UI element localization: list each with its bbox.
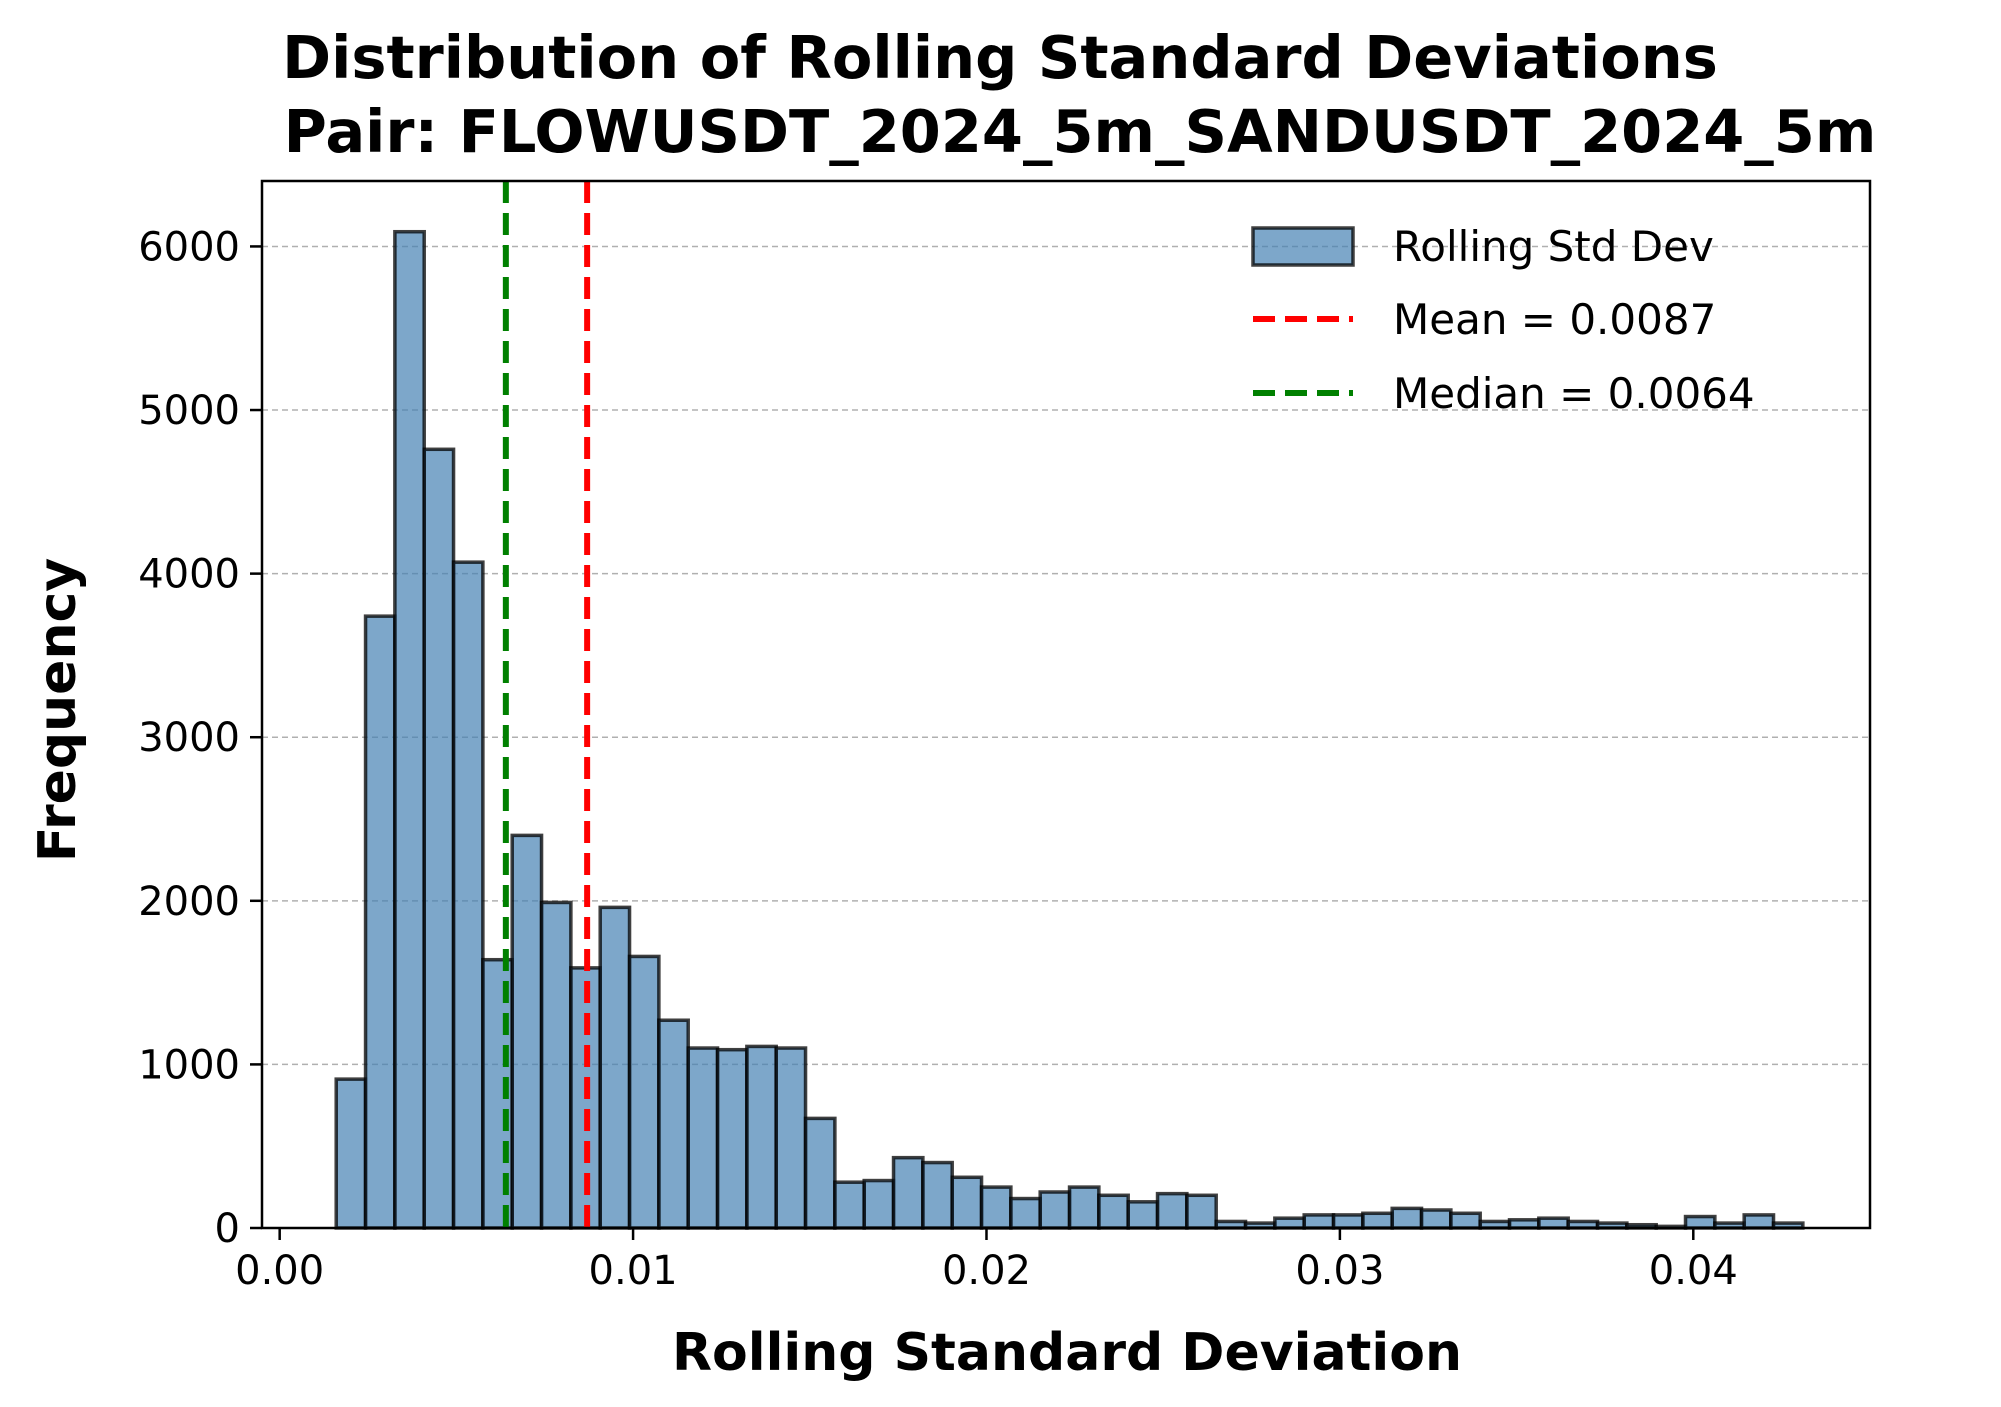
histogram-bar xyxy=(657,1018,690,1230)
histogram-bar xyxy=(745,1044,778,1230)
histogram-bar xyxy=(921,1160,954,1230)
legend-label-mean: Mean = 0.0087 xyxy=(1393,295,1716,344)
legend: Rolling Std Dev Mean = 0.0087 Median = 0… xyxy=(1251,222,1755,418)
histogram-bar xyxy=(1155,1191,1189,1230)
histogram-bar xyxy=(1449,1211,1482,1230)
chart-subtitle: Pair: FLOWUSDT_2024_5m_SANDUSDT_2024_5m xyxy=(284,97,1877,166)
histogram-bar xyxy=(1537,1216,1570,1230)
x-tick-label: 0.00 xyxy=(235,1248,324,1294)
histogram-bar xyxy=(1683,1214,1717,1230)
histogram-bar xyxy=(774,1046,808,1230)
y-tick-label: 2000 xyxy=(138,879,240,925)
histogram-bar xyxy=(862,1178,896,1230)
histogram-bar xyxy=(1742,1213,1776,1230)
histogram-bar xyxy=(1038,1190,1072,1230)
chart-title: Distribution of Rolling Standard Deviati… xyxy=(282,23,1718,92)
y-tick-label: 5000 xyxy=(138,388,240,434)
y-axis-ticks: 0 1000 2000 3000 4000 5000 6000 xyxy=(138,224,262,1252)
histogram-bar xyxy=(1067,1185,1101,1230)
histogram-bar xyxy=(627,954,661,1230)
y-tick-label: 1000 xyxy=(138,1042,240,1088)
histogram-bar xyxy=(1126,1200,1160,1230)
y-axis-label: Frequency xyxy=(28,558,88,862)
x-tick-label: 0.03 xyxy=(1295,1248,1384,1294)
x-tick-label: 0.02 xyxy=(942,1248,1031,1294)
histogram-bar xyxy=(715,1047,749,1230)
histogram-bar xyxy=(1419,1208,1453,1230)
histogram-bar xyxy=(1331,1213,1365,1230)
histogram-bar xyxy=(363,614,397,1230)
histogram-bar xyxy=(393,229,426,1230)
histogram-bar xyxy=(1302,1213,1336,1230)
histogram-bar xyxy=(334,1077,368,1230)
histogram-bar xyxy=(891,1155,925,1230)
histogram-bar xyxy=(451,560,485,1230)
y-tick-label: 3000 xyxy=(138,715,240,761)
y-tick-label: 4000 xyxy=(138,552,240,598)
histogram-bar xyxy=(598,905,632,1230)
legend-swatch-rolling-std-dev xyxy=(1251,226,1355,267)
histogram-bar xyxy=(979,1185,1013,1230)
histogram-bar xyxy=(950,1175,984,1230)
histogram-bar xyxy=(539,900,573,1230)
histogram-bar xyxy=(1097,1193,1130,1230)
histogram-bar xyxy=(510,833,544,1230)
x-tick-label: 0.01 xyxy=(589,1248,678,1294)
x-tick-label: 0.04 xyxy=(1649,1248,1738,1294)
y-tick-label: 0 xyxy=(215,1206,240,1252)
y-tick-label: 6000 xyxy=(138,224,240,270)
legend-label-rolling-std-dev: Rolling Std Dev xyxy=(1393,222,1714,271)
plot-area-frame xyxy=(260,179,1872,1230)
legend-label-median: Median = 0.0064 xyxy=(1393,369,1755,418)
histogram-bar xyxy=(1361,1211,1394,1230)
grid-layer xyxy=(262,245,1870,1066)
histogram-bar xyxy=(1390,1206,1424,1230)
histogram-bar xyxy=(803,1116,837,1230)
histogram-bar xyxy=(686,1046,720,1230)
x-axis-label: Rolling Standard Deviation xyxy=(672,1323,1462,1383)
reference-lines-layer xyxy=(502,181,591,1228)
histogram-bar xyxy=(422,447,456,1230)
histogram-bar xyxy=(1273,1216,1306,1230)
histogram-bar xyxy=(833,1180,866,1230)
histogram-bar xyxy=(1009,1196,1042,1230)
histogram-bar xyxy=(1185,1193,1218,1230)
x-axis-ticks: 0.00 0.01 0.02 0.03 0.04 xyxy=(235,1228,1738,1294)
